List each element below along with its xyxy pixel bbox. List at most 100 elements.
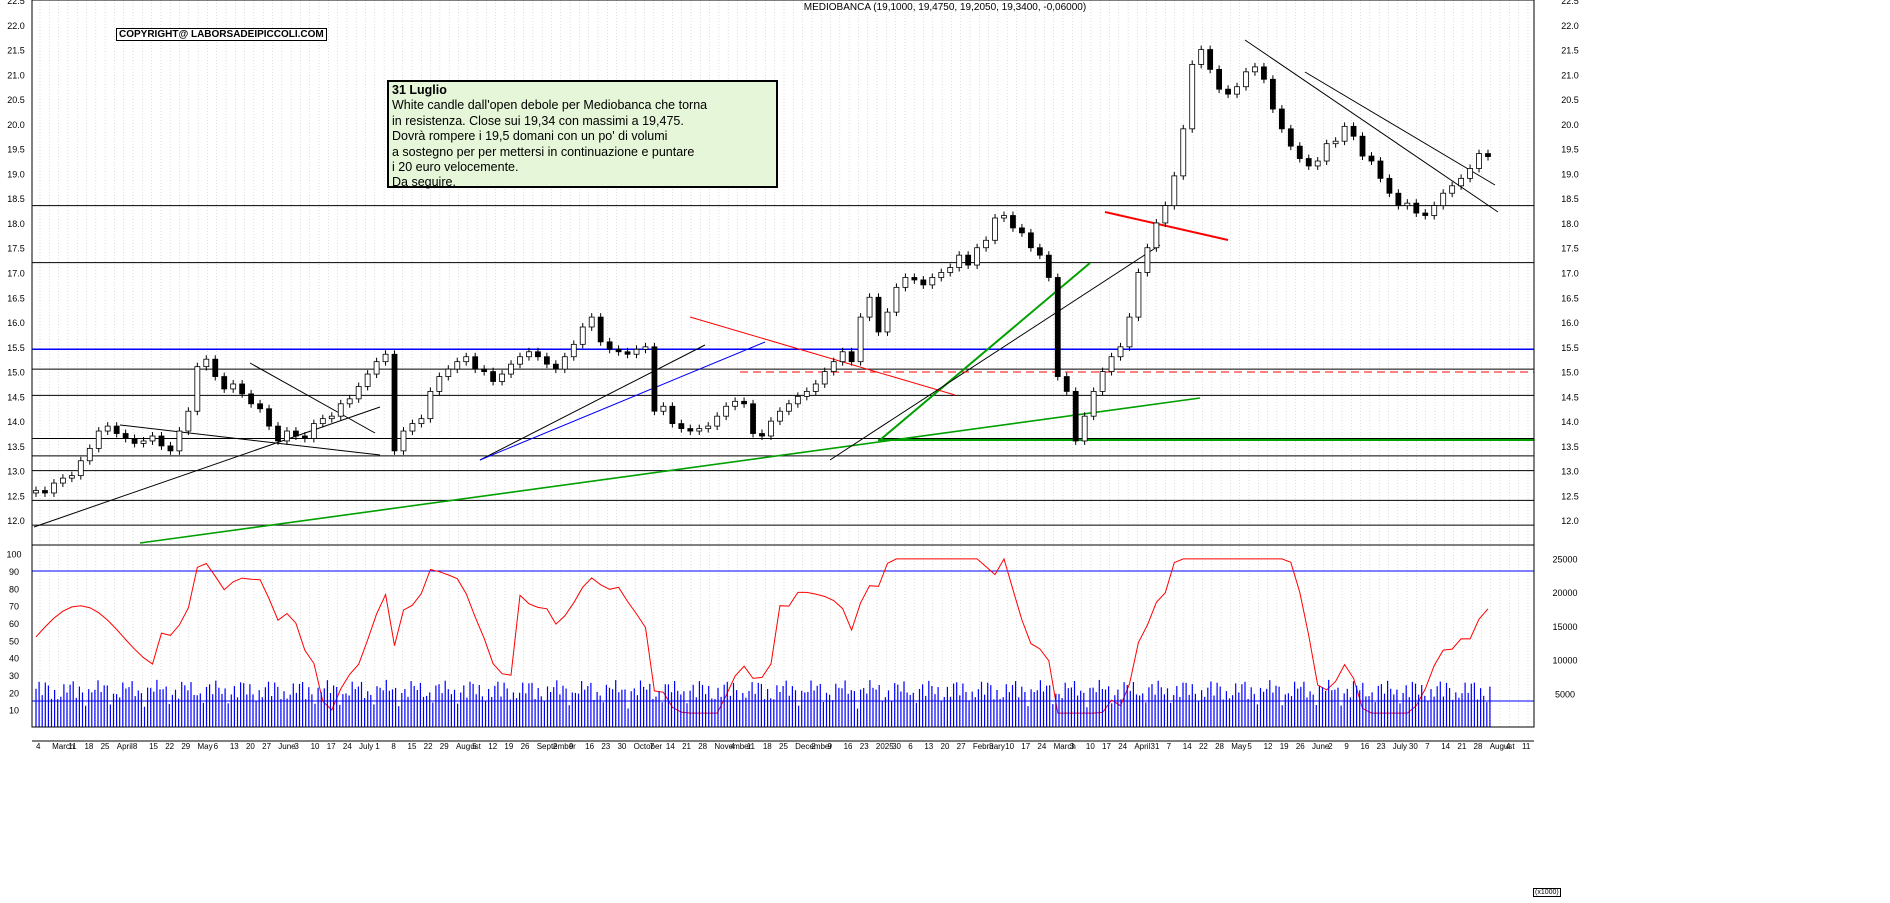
date-tick-label: 13	[230, 742, 239, 751]
candle-body	[1027, 232, 1034, 249]
candle-body	[1350, 125, 1357, 137]
date-tick-label: 23	[1377, 742, 1386, 751]
candle-body	[373, 361, 380, 375]
candle-body	[956, 254, 963, 268]
candle-body	[454, 361, 461, 370]
date-tick-label: 2025	[876, 742, 894, 751]
date-tick-label: 4	[731, 742, 736, 751]
trendlines	[33, 39, 1534, 544]
candle-body	[893, 286, 900, 313]
candle-body	[848, 351, 855, 363]
volume-tick-label: 20000	[1552, 588, 1577, 598]
candle-body	[131, 438, 138, 444]
candle-body	[1001, 215, 1007, 219]
candle-body	[1234, 86, 1240, 95]
price-axis-ticks: 12.0 12.0 12.5 12.5 13.0 13.0 13.5 13.5 14.0 14.0…	[7, 0, 1579, 526]
price-tick-label-left: 20.5	[7, 95, 25, 105]
candle-body	[1099, 371, 1106, 392]
candle-body	[1359, 135, 1366, 157]
date-tick-label: December	[795, 742, 832, 751]
date-tick-label: 7	[1425, 742, 1430, 751]
candle-body	[1072, 391, 1079, 442]
candle-body	[543, 356, 550, 365]
date-tick-label: 29	[181, 742, 190, 751]
price-tick-label: 14.0	[1561, 417, 1579, 427]
trendline	[119, 424, 381, 456]
price-tick-label-left: 22.0	[7, 21, 25, 31]
date-tick-label: 8	[133, 742, 138, 751]
candle-body	[1090, 391, 1097, 417]
candle-body	[122, 433, 129, 439]
candle-body	[1485, 153, 1491, 157]
candle-body	[293, 430, 299, 437]
candle-body	[284, 430, 290, 442]
date-tick-label: 9	[827, 742, 832, 751]
candle-body	[1395, 192, 1402, 207]
candle-body	[382, 353, 389, 363]
candle-body	[526, 351, 532, 358]
date-tick-label: August	[456, 742, 482, 751]
volume-unit-label: (x1000)	[1533, 888, 1561, 897]
date-tick-label: 11	[68, 742, 77, 751]
candle-body	[33, 490, 39, 494]
candle-body	[472, 356, 479, 370]
candle-body	[660, 405, 667, 412]
date-tick-label: 2	[1328, 742, 1333, 751]
trendline	[1104, 211, 1229, 241]
price-tick-label-left: 13.0	[7, 467, 25, 477]
candle-body	[1081, 415, 1088, 442]
axes	[31, 0, 1535, 742]
date-tick-label: March	[52, 742, 74, 751]
candle-body	[1144, 247, 1151, 273]
candle-body	[830, 361, 837, 372]
candle-body	[678, 423, 685, 429]
candle-body	[1341, 125, 1348, 142]
candle-body	[938, 272, 945, 278]
candle-body	[310, 423, 317, 439]
date-tick-label: 5	[1247, 742, 1252, 751]
rsi-tick-label: 20	[9, 688, 19, 698]
rsi-tick-label: 100	[6, 550, 21, 560]
price-tick-label-left: 17.0	[7, 269, 25, 279]
rsi-tick-label: 90	[9, 567, 19, 577]
candle-body	[785, 403, 792, 412]
candle-body	[759, 433, 765, 437]
date-tick-label: 26	[521, 742, 530, 751]
candle-body	[194, 366, 201, 412]
date-tick-label: 10	[1005, 742, 1014, 751]
date-tick-label: 19	[1280, 742, 1289, 751]
candle-body	[857, 316, 864, 363]
candle-body	[1296, 145, 1303, 159]
price-tick-label-left: 20.0	[7, 120, 25, 130]
candle-body	[1449, 185, 1456, 194]
rsi-tick-label: 50	[9, 636, 19, 646]
candle-body	[1440, 192, 1447, 207]
price-tick-label: 12.5	[1561, 491, 1579, 501]
price-candles	[33, 45, 1491, 497]
candle-body	[68, 475, 75, 479]
date-tick-label: 23	[860, 742, 869, 751]
candle-body	[1180, 128, 1187, 177]
date-tick-label: 16	[585, 742, 594, 751]
candle-body	[911, 277, 918, 281]
vertical-gridlines	[39, 0, 1529, 727]
candle-body	[1458, 177, 1465, 187]
candle-body	[768, 420, 774, 437]
candle-body	[51, 482, 57, 494]
candle-body	[1305, 158, 1312, 167]
date-tick-label: 4	[36, 742, 41, 751]
date-tick-label: 16	[1360, 742, 1369, 751]
candle-body	[1135, 272, 1142, 318]
price-tick-label: 21.5	[1561, 46, 1579, 56]
candle-body	[391, 353, 398, 452]
rsi-tick-label: 30	[9, 671, 19, 681]
candle-body	[929, 277, 936, 286]
candle-body	[606, 341, 613, 350]
date-tick-label: 12	[488, 742, 497, 751]
candle-body	[1332, 140, 1339, 145]
date-tick-label: June	[1312, 742, 1330, 751]
candle-body	[185, 410, 192, 432]
date-tick-label: March	[1054, 742, 1076, 751]
candle-body	[535, 351, 541, 358]
